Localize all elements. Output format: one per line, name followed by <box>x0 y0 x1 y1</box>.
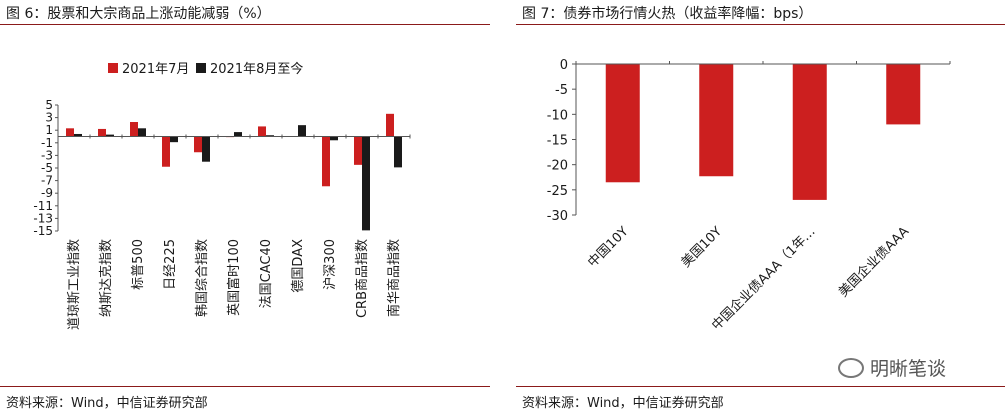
y-tick-label: 0 <box>560 58 568 73</box>
bar-jul-3 <box>162 136 170 167</box>
bar-aug-4 <box>202 136 210 162</box>
bar-jul-8 <box>322 136 330 187</box>
bar-0 <box>605 64 640 183</box>
bar-aug-2 <box>138 128 146 137</box>
x-category-label: 中国企业债AAA（1年… <box>708 224 818 334</box>
bar-2 <box>792 64 827 200</box>
y-tick-label: 3 <box>45 111 53 125</box>
x-category-label: 美国企业债AAA <box>835 223 912 300</box>
legend-swatch-1 <box>196 63 206 73</box>
bar-3 <box>886 64 921 125</box>
x-category-label: 法国CAC40 <box>259 239 274 308</box>
y-tick-label: -5 <box>41 161 53 175</box>
bar-aug-5 <box>234 132 242 137</box>
y-tick-label: -15 <box>547 134 568 149</box>
x-category-label: 沪深300 <box>322 239 338 290</box>
legend-label-0: 2021年7月 <box>122 62 189 77</box>
bar-aug-7 <box>298 125 306 137</box>
wechat-icon <box>838 358 864 378</box>
left-chart-title: 图 6：股票和大宗商品上涨动能减弱（%） <box>6 6 271 22</box>
x-category-label: CRB商品指数 <box>355 239 370 318</box>
left-bottom-rule <box>0 386 490 387</box>
left-top-rule <box>0 24 490 25</box>
bar-aug-6 <box>266 135 274 137</box>
bar-aug-8 <box>330 136 338 141</box>
x-category-label: 中国10Y <box>585 224 631 270</box>
y-tick-label: -7 <box>41 174 53 188</box>
x-category-label: 德国DAX <box>291 239 306 293</box>
left-source-note: 资料来源：Wind，中信证券研究部 <box>6 396 208 411</box>
bar-jul-0 <box>66 128 74 137</box>
y-tick-label: -5 <box>555 83 568 98</box>
bar-aug-10 <box>394 136 402 168</box>
x-category-label: 道琼斯工业指数 <box>67 239 82 330</box>
bar-jul-10 <box>386 113 394 137</box>
right-bottom-rule <box>516 386 1005 387</box>
x-category-label: 纳斯达克指数 <box>99 239 114 317</box>
y-tick-label: -9 <box>41 186 53 200</box>
y-tick-label: -10 <box>547 108 568 123</box>
left-chart-panel: 图 6：股票和大宗商品上涨动能减弱（%） 2021年7月 2021年8月至今 5 3 1… <box>0 0 490 412</box>
bar-aug-3 <box>170 136 178 143</box>
y-tick-label: -3 <box>41 148 53 162</box>
bar-aug-0 <box>74 133 82 137</box>
x-category-label: 英国富时100 <box>226 239 242 316</box>
legend-label-1: 2021年8月至今 <box>210 61 303 77</box>
bar-jul-1 <box>98 128 106 137</box>
x-category-label: 南华商品指数 <box>386 239 402 317</box>
x-category-label: 韩国综合指数 <box>195 239 210 317</box>
y-tick-label: -11 <box>33 199 53 213</box>
bar-jul-4 <box>194 136 202 153</box>
y-tick-label: -15 <box>33 224 53 238</box>
bar-1 <box>699 64 734 177</box>
x-category-label: 标普500 <box>131 239 146 290</box>
bar-jul-2 <box>130 122 138 137</box>
watermark-text: 明晰笔谈 <box>870 358 947 380</box>
legend-swatch-0 <box>108 63 118 73</box>
x-category-label: 美国10Y <box>679 224 725 270</box>
right-bar-chart: 0 -5 -10 -15 -20 -25 -30 中国10Y 美国10Y中国企业债AAA（1年…… <box>547 58 951 334</box>
y-tick-label: -13 <box>33 211 53 225</box>
y-tick-label: 5 <box>45 98 53 112</box>
y-tick-label: 1 <box>45 123 53 137</box>
bar-jul-9 <box>354 136 362 165</box>
right-top-rule <box>516 24 1005 25</box>
left-bar-chart: 2021年7月 2021年8月至今 531-1-3-5-7-9-11-13-15 道琼… <box>33 61 411 330</box>
bar-aug-1 <box>106 134 114 137</box>
y-tick-label: -30 <box>547 209 568 224</box>
y-tick-label: -1 <box>41 136 53 150</box>
right-chart-panel: 图 7：债券市场行情火热（收益率降幅：bps） 0 -5 -10 -15 -20 -25 -… <box>516 0 1005 412</box>
x-category-label: 日经225 <box>163 239 178 290</box>
bar-aug-9 <box>362 136 370 231</box>
right-source-note: 资料来源：Wind，中信证券研究部 <box>522 396 724 411</box>
y-tick-label: -20 <box>547 159 568 174</box>
bar-jul-6 <box>258 126 266 137</box>
right-chart-title: 图 7：债券市场行情火热（收益率降幅：bps） <box>522 6 813 22</box>
y-tick-label: -25 <box>547 184 568 199</box>
watermark: 明晰笔谈 <box>838 354 946 381</box>
